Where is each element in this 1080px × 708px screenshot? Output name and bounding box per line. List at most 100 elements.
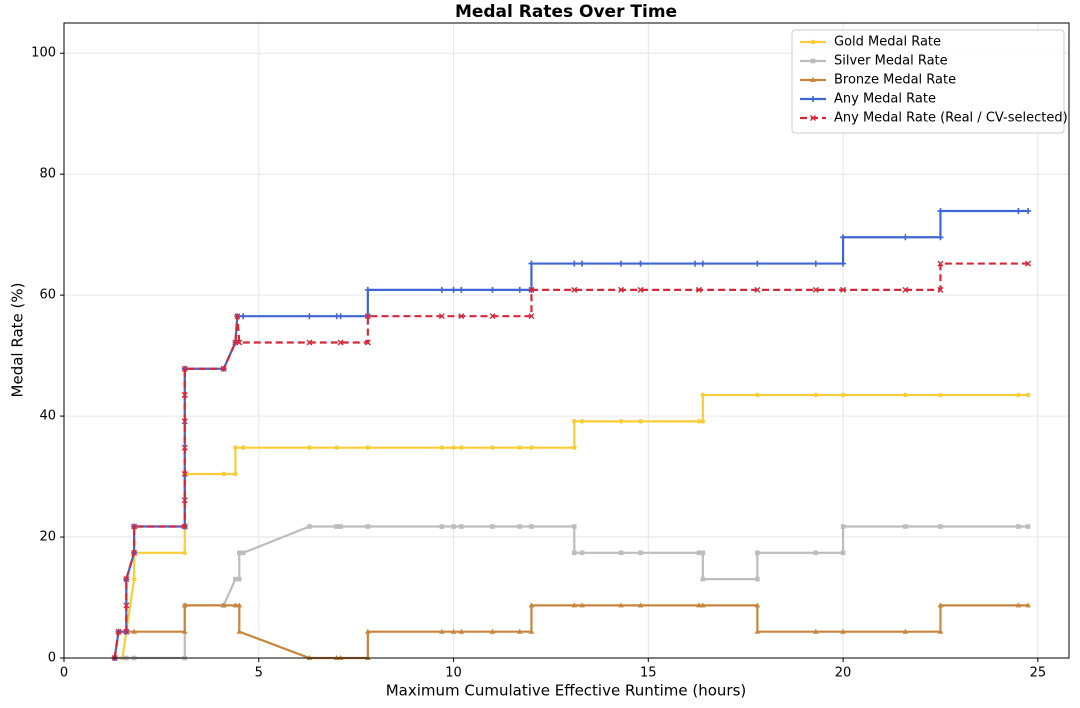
series-line xyxy=(113,209,1029,659)
marker xyxy=(754,628,761,634)
marker xyxy=(459,445,464,450)
marker xyxy=(637,602,644,608)
marker xyxy=(937,260,944,267)
marker xyxy=(840,286,847,293)
y-tick-label: 40 xyxy=(39,409,56,424)
marker xyxy=(236,602,243,608)
marker xyxy=(840,234,847,241)
marker xyxy=(240,313,247,320)
marker xyxy=(181,602,188,608)
marker xyxy=(459,524,464,529)
legend-label: Gold Medal Rate xyxy=(834,35,941,50)
marker xyxy=(489,286,496,293)
marker xyxy=(618,602,624,608)
x-tick-label: 5 xyxy=(255,666,263,681)
series-line xyxy=(118,604,1029,660)
plot-layer xyxy=(111,208,1032,661)
marker xyxy=(579,550,585,556)
marker xyxy=(232,602,239,608)
marker xyxy=(754,260,761,267)
marker xyxy=(181,628,188,634)
plot-frame xyxy=(63,22,1070,659)
marker xyxy=(903,524,908,529)
marker xyxy=(236,628,243,634)
marker xyxy=(528,628,535,634)
marker xyxy=(123,576,130,583)
series-line xyxy=(121,393,1029,659)
marker xyxy=(365,445,371,450)
marker xyxy=(840,628,846,634)
marker xyxy=(236,339,243,346)
chart-title: Medal Rates Over Time xyxy=(455,2,677,22)
marker xyxy=(529,445,534,450)
marker xyxy=(337,339,344,346)
marker xyxy=(240,445,246,450)
marker xyxy=(840,392,846,398)
marker xyxy=(450,628,457,634)
x-axis-label: Maximum Cumulative Effective Runtime (ho… xyxy=(386,682,747,700)
marker xyxy=(810,96,816,102)
marker xyxy=(810,77,816,82)
marker xyxy=(696,419,702,424)
marker xyxy=(181,365,188,372)
marker xyxy=(181,523,188,530)
marker xyxy=(220,602,227,608)
marker xyxy=(181,470,188,477)
marker xyxy=(233,445,238,450)
x-tick-label: 20 xyxy=(835,666,852,681)
marker xyxy=(306,313,313,320)
marker xyxy=(810,39,816,45)
marker xyxy=(571,602,578,608)
marker xyxy=(451,524,456,529)
y-tick-label: 0 xyxy=(48,651,56,666)
y-tick-label: 20 xyxy=(39,530,56,545)
marker xyxy=(365,628,371,634)
marker xyxy=(131,549,138,556)
y-axis-label: Medal Rate (%) xyxy=(9,283,27,398)
marker xyxy=(903,392,908,398)
legend-box xyxy=(791,29,1065,134)
marker xyxy=(307,524,312,529)
marker xyxy=(700,602,706,608)
marker xyxy=(1016,524,1021,529)
series-line xyxy=(114,525,1029,660)
series-line xyxy=(113,262,1029,659)
marker xyxy=(307,445,312,450)
marker xyxy=(637,260,644,267)
marker xyxy=(236,550,242,556)
marker xyxy=(579,419,585,424)
x-tick-label: 0 xyxy=(60,666,68,681)
marker xyxy=(618,260,625,267)
marker xyxy=(365,524,371,529)
marker xyxy=(638,550,643,556)
marker xyxy=(234,313,241,320)
marker xyxy=(1015,208,1022,215)
marker xyxy=(571,260,578,267)
marker xyxy=(754,286,761,293)
marker xyxy=(1025,208,1032,215)
marker xyxy=(181,392,188,399)
marker xyxy=(937,286,944,293)
marker xyxy=(123,628,130,635)
marker xyxy=(458,313,465,320)
marker xyxy=(813,628,819,634)
marker xyxy=(221,471,227,477)
marker xyxy=(334,445,339,450)
marker xyxy=(458,628,465,634)
marker xyxy=(131,628,137,634)
marker xyxy=(1016,392,1021,398)
marker xyxy=(902,286,909,293)
marker xyxy=(937,628,944,634)
marker xyxy=(755,392,760,398)
marker xyxy=(517,445,523,450)
marker xyxy=(637,286,644,293)
marker xyxy=(813,550,819,556)
marker xyxy=(1025,392,1031,398)
marker xyxy=(902,234,909,241)
marker xyxy=(181,444,188,451)
marker xyxy=(571,524,577,529)
marker xyxy=(364,339,371,346)
marker xyxy=(618,419,624,424)
marker xyxy=(571,445,577,450)
marker xyxy=(1025,260,1032,267)
